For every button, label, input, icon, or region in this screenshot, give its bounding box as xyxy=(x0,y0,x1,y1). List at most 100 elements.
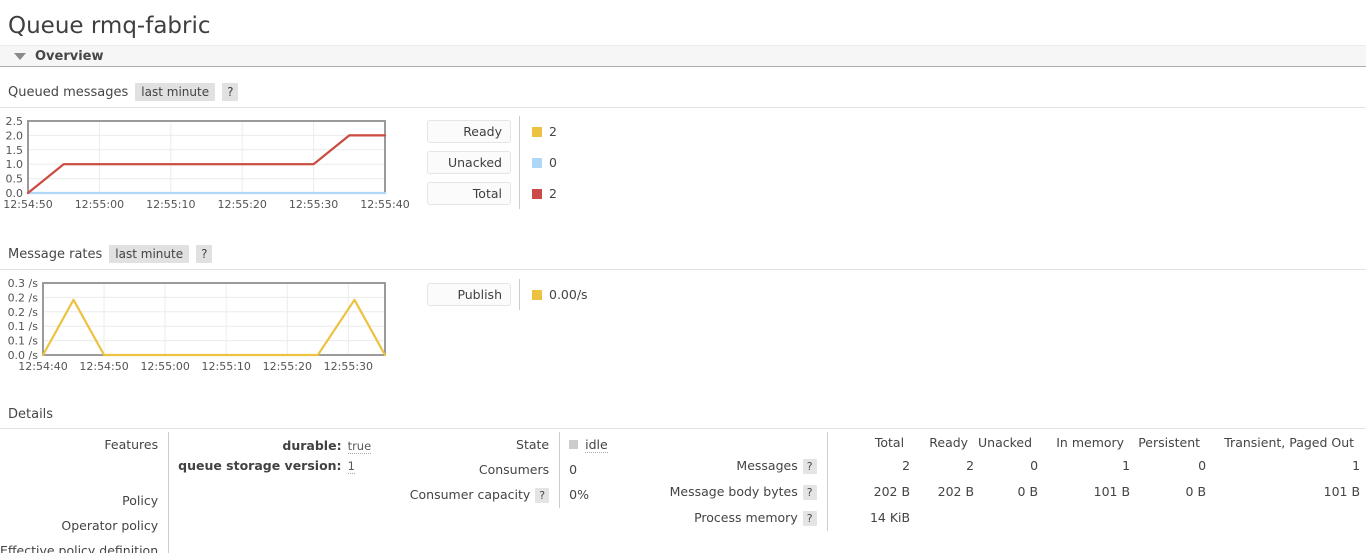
legend-label-ready: Ready xyxy=(427,120,511,143)
effective-policy-definition-value xyxy=(168,538,392,553)
messages-unacked: 0 xyxy=(1030,458,1039,473)
svg-text:12:54:50: 12:54:50 xyxy=(3,198,52,211)
svg-text:12:55:10: 12:55:10 xyxy=(202,360,251,373)
details-body: Features durable: true queue storage ver… xyxy=(0,432,1361,553)
legend-row: Publish 0.00/s xyxy=(427,279,588,310)
svg-text:12:54:40: 12:54:40 xyxy=(18,360,67,373)
messages-persistent: 0 xyxy=(1198,458,1207,473)
ready-value: 2 xyxy=(549,124,557,139)
message-rates-help-icon[interactable]: ? xyxy=(196,245,213,263)
queued-messages-help-icon[interactable]: ? xyxy=(222,83,239,101)
process-memory-value: 14 KiB xyxy=(826,505,911,531)
svg-text:1.0: 1.0 xyxy=(6,158,24,171)
state-indicator-icon xyxy=(569,440,579,449)
message-stats-table: Total Ready Unacked In memory Persistent… xyxy=(670,432,1361,531)
message-rates-period-selector[interactable]: last minute xyxy=(109,245,190,263)
message-body-bytes-row: Message body bytes? 202 B 202 B 0 B 101 … xyxy=(670,479,1360,505)
features-label: Features xyxy=(104,437,159,452)
total-color-swatch xyxy=(532,189,542,199)
body-bytes-ready: 202 B xyxy=(937,484,975,499)
legend-label-publish: Publish xyxy=(427,283,511,306)
features-table: Features durable: true queue storage ver… xyxy=(0,432,392,553)
body-bytes-unacked: 0 B xyxy=(1017,484,1039,499)
message-body-bytes-help-icon[interactable]: ? xyxy=(802,485,817,500)
message-rates-chart: 0.0 /s0.1 /s0.1 /s0.2 /s0.2 /s0.3 /s12:5… xyxy=(8,279,387,373)
svg-text:12:55:10: 12:55:10 xyxy=(146,198,195,211)
svg-text:12:55:00: 12:55:00 xyxy=(140,360,189,373)
details-title: Details xyxy=(8,407,54,422)
svg-text:2.0: 2.0 xyxy=(6,129,24,142)
state-table: State idle Consumers 0 Consumer capacity… xyxy=(392,432,670,508)
svg-text:0.1 /s: 0.1 /s xyxy=(8,335,39,348)
total-value: 2 xyxy=(549,186,557,201)
effective-policy-definition-label: Effective policy definition xyxy=(0,543,159,553)
ready-color-swatch xyxy=(532,127,542,137)
col-header-unacked: Unacked xyxy=(978,435,1033,450)
body-bytes-in-memory: 101 B xyxy=(1093,484,1131,499)
operator-policy-label: Operator policy xyxy=(61,518,159,533)
queued-messages-chart: 0.00.5 1.01.5 2.02.5 12:54:50 12:55:00 12:55:… xyxy=(3,117,409,211)
consumer-capacity-label: Consumer capacity? xyxy=(392,482,560,508)
policy-value xyxy=(168,488,392,513)
svg-text:0.0: 0.0 xyxy=(6,187,24,200)
body-bytes-transient-paged-out: 101 B xyxy=(1323,484,1361,499)
process-memory-row: Process memory? 14 KiB xyxy=(670,505,1360,531)
durable-key: durable: xyxy=(282,438,342,453)
process-memory-help-icon[interactable]: ? xyxy=(802,511,817,526)
svg-text:2.5: 2.5 xyxy=(6,117,24,128)
queue-storage-version-value: 1 xyxy=(347,458,355,474)
queued-messages-legend: Ready 2 Unacked 0 Total 2 xyxy=(427,116,557,209)
overview-section-label: Overview xyxy=(35,48,104,64)
svg-text:12:55:40: 12:55:40 xyxy=(360,198,409,211)
svg-text:0.5: 0.5 xyxy=(6,173,24,186)
legend-row: Total 2 xyxy=(427,178,557,209)
consumers-value: 0 xyxy=(559,457,670,482)
legend-row: Unacked 0 xyxy=(427,147,557,178)
col-header-transient-paged-out: Transient, Paged Out xyxy=(1224,435,1355,450)
col-header-ready: Ready xyxy=(929,435,969,450)
unacked-color-swatch xyxy=(532,158,542,168)
messages-row: Messages? 2 2 0 1 0 1 xyxy=(670,453,1360,479)
svg-text:0.3 /s: 0.3 /s xyxy=(8,279,39,290)
page-title: Queue rmq-fabric xyxy=(8,13,211,39)
publish-rate-value: 0.00/s xyxy=(549,287,588,302)
consumer-capacity-help-icon[interactable]: ? xyxy=(535,488,550,503)
policy-label: Policy xyxy=(122,493,159,508)
svg-text:12:54:50: 12:54:50 xyxy=(79,360,128,373)
queued-messages-period-selector[interactable]: last minute xyxy=(135,83,216,101)
queue-storage-version-key: queue storage version: xyxy=(178,458,342,473)
col-header-persistent: Persistent xyxy=(1138,435,1201,450)
legend-label-unacked: Unacked xyxy=(427,151,511,174)
messages-label: Messages? xyxy=(670,453,827,479)
collapse-triangle-icon xyxy=(14,52,26,60)
details-heading: Details xyxy=(0,406,1366,429)
svg-text:12:55:20: 12:55:20 xyxy=(263,360,312,373)
svg-text:0.2 /s: 0.2 /s xyxy=(8,291,39,304)
legend-row: Ready 2 xyxy=(427,116,557,147)
svg-text:0.0 /s: 0.0 /s xyxy=(8,349,39,362)
col-header-total: Total xyxy=(826,432,911,453)
messages-help-icon[interactable]: ? xyxy=(802,459,817,474)
publish-color-swatch xyxy=(532,290,542,300)
col-header-in-memory: In memory xyxy=(1056,435,1125,450)
queued-messages-title: Queued messages xyxy=(8,85,129,100)
legend-label-total: Total xyxy=(427,182,511,205)
body-bytes-total: 202 B xyxy=(826,479,911,505)
message-rates-legend: Publish 0.00/s xyxy=(427,279,588,310)
process-memory-label: Process memory? xyxy=(670,505,827,531)
svg-text:12:55:00: 12:55:00 xyxy=(75,198,124,211)
stats-header-row: Total Ready Unacked In memory Persistent… xyxy=(670,432,1360,453)
messages-in-memory: 1 xyxy=(1122,458,1131,473)
svg-text:0.2 /s: 0.2 /s xyxy=(8,306,39,319)
queued-messages-heading: Queued messages last minute? xyxy=(0,83,1366,108)
body-bytes-persistent: 0 B xyxy=(1185,484,1207,499)
overview-section-header[interactable]: Overview xyxy=(0,45,1366,67)
message-rates-title: Message rates xyxy=(8,247,103,262)
consumer-capacity-value: 0% xyxy=(559,482,670,508)
svg-text:12:55:30: 12:55:30 xyxy=(289,198,338,211)
svg-text:12:55:20: 12:55:20 xyxy=(217,198,266,211)
messages-ready: 2 xyxy=(966,458,975,473)
messages-total: 2 xyxy=(826,453,911,479)
svg-text:1.5: 1.5 xyxy=(6,144,24,157)
